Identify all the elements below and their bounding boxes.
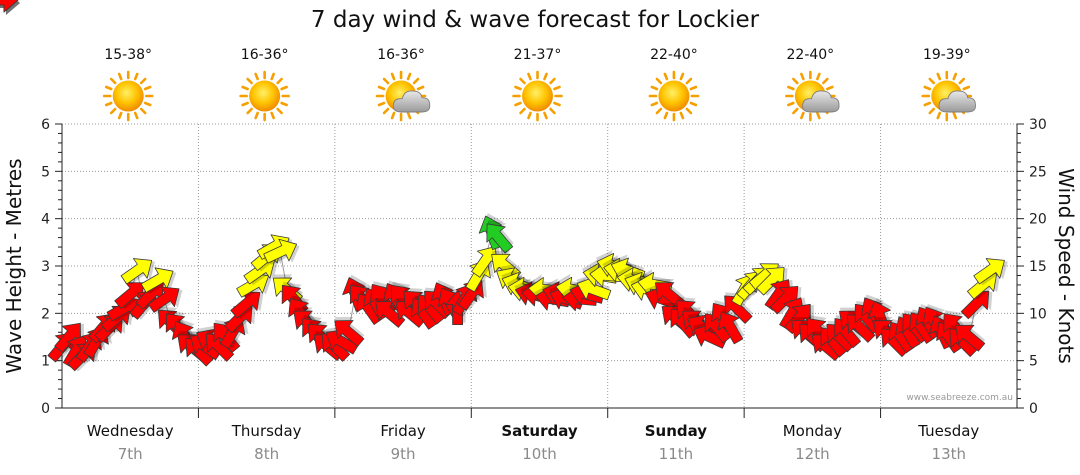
wind-arrow — [147, 286, 183, 314]
wind-arrow-shape — [769, 285, 799, 315]
wind-arrow — [724, 292, 753, 324]
wind-arrow — [0, 0, 20, 15]
temperature-range: 21-37° — [514, 47, 562, 63]
day-name-label: Wednesday — [87, 422, 174, 440]
sun-icon — [648, 70, 700, 122]
wind-arrow-shape — [147, 286, 180, 313]
wind-arrow — [230, 291, 264, 320]
wind-arrow — [263, 238, 300, 265]
day-name-label: Thursday — [231, 422, 302, 440]
wind-arrow-shape — [955, 324, 986, 352]
credit-text: www.seabreeze.com.au — [906, 393, 1013, 403]
wind-arrow — [756, 267, 788, 296]
wind-arrow-shape — [54, 322, 81, 353]
wind-arrow-shape — [724, 295, 753, 324]
right-tick-label: 30 — [1029, 117, 1047, 133]
wind-arrows — [0, 0, 1008, 372]
day-labels: Wednesday 7th Thursday 8th Friday 9th Saturday… — [87, 422, 980, 463]
left-tick-label: 1 — [41, 354, 50, 370]
wind-arrow-shape — [375, 301, 406, 328]
wind-arrow-shape — [140, 267, 174, 293]
day-date-label: 13th — [932, 445, 966, 463]
day-name-label: Monday — [783, 422, 842, 440]
right-tick-label: 15 — [1029, 259, 1047, 275]
right-tick-label: 0 — [1029, 401, 1038, 417]
temperature-range: 19-39° — [923, 47, 971, 63]
chart-title: 7 day wind & wave forecast for Lockier — [311, 7, 760, 33]
wind-arrow-shape — [576, 276, 612, 301]
sun-shape — [512, 70, 563, 122]
weather-row: 15-38° 16-36° 16-36° 21-37° 22-40° 22-40° 19-3… — [102, 47, 976, 122]
wind-arrow — [140, 267, 177, 295]
wind-arrow-shape — [973, 258, 1005, 285]
day-date-label: 8th — [254, 445, 279, 463]
day-date-label: 12th — [795, 445, 829, 463]
wind-arrow — [955, 321, 986, 352]
right-tick-label: 25 — [1029, 164, 1047, 180]
right-tick-label: 10 — [1029, 306, 1047, 322]
wind-arrow — [334, 316, 365, 347]
sun-icon — [239, 70, 290, 122]
wind-arrow — [120, 258, 156, 286]
left-axis-title: Wave Height - Metres — [2, 158, 26, 373]
wind-arrow-shape — [756, 267, 785, 296]
sun-icon — [512, 70, 563, 122]
right-axis-ticks: 0 5 10 15 20 25 30 — [1017, 117, 1047, 417]
left-tick-label: 0 — [41, 401, 50, 417]
partly-cloudy-icon — [785, 70, 840, 122]
sun-icon — [102, 70, 154, 122]
wind-arrow-shape — [334, 320, 365, 347]
left-tick-label: 2 — [41, 306, 50, 322]
left-tick-label: 6 — [41, 117, 50, 133]
wind-arrow-shape — [486, 223, 514, 254]
day-date-label: 10th — [522, 445, 556, 463]
wind-arrow — [491, 250, 522, 281]
wind-arrow — [486, 220, 514, 254]
wind-arrow — [717, 308, 745, 345]
left-tick-label: 3 — [41, 259, 50, 275]
day-name-label: Tuesday — [917, 422, 979, 440]
wind-arrow-shape — [491, 253, 522, 281]
wind-arrow — [769, 285, 802, 315]
sun-shape — [239, 70, 290, 122]
left-tick-label: 4 — [41, 212, 50, 228]
sun-shape — [102, 70, 154, 122]
temperature-range: 22-40° — [650, 47, 698, 63]
partly-cloudy-icon — [375, 70, 431, 122]
left-axis-ticks: 0 1 2 3 4 5 6 — [41, 117, 62, 417]
right-tick-label: 5 — [1029, 354, 1038, 370]
day-date-label: 7th — [118, 445, 143, 463]
partly-cloudy-icon — [921, 70, 976, 122]
right-axis-title: Wind Speed - Knots — [1054, 168, 1078, 364]
right-tick-label: 20 — [1029, 212, 1047, 228]
wind-arrow — [54, 322, 85, 353]
wind-arrow-shape — [120, 258, 153, 285]
day-date-label: 11th — [659, 445, 693, 463]
temperature-range: 22-40° — [787, 47, 835, 63]
day-date-label: 9th — [391, 445, 416, 463]
wind-arrow — [375, 297, 406, 328]
wind-arrow — [693, 320, 728, 349]
wind-arrow-shape — [230, 291, 261, 319]
temperature-range: 16-36° — [377, 47, 425, 63]
grid-lines — [62, 123, 1017, 418]
left-tick-label: 5 — [41, 164, 50, 180]
day-name-label: Saturday — [501, 422, 578, 440]
wind-arrow-shape — [0, 0, 19, 13]
temperature-range: 16-36° — [241, 47, 289, 63]
wind-arrow — [973, 258, 1008, 286]
day-name-label: Sunday — [645, 422, 708, 440]
sun-shape — [648, 70, 700, 122]
day-name-label: Friday — [380, 422, 426, 440]
temperature-range: 15-38° — [104, 47, 152, 63]
wind-arrow-shape — [717, 311, 744, 345]
wind-arrow-shape — [263, 238, 298, 264]
